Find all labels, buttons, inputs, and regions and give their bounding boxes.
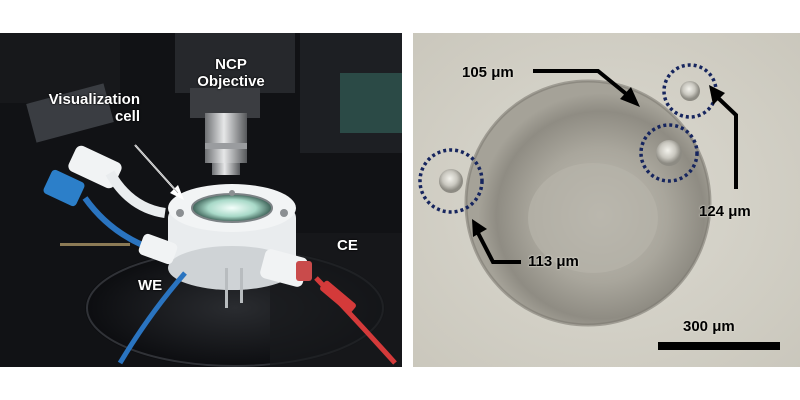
bubble-right-marker [639,123,699,183]
arrow-top [533,69,632,99]
micrograph-illustration [413,33,800,367]
bubble-top-size-label: 105 μm [462,64,514,81]
arrow-left [475,230,521,264]
ncp-objective-label: NCP Objective [190,56,272,90]
bubble-right [656,140,682,166]
ncp-objective-label-line1: NCP [215,56,247,73]
visualization-cell-label-line1: Visualization [48,91,140,108]
apparatus-photo [0,33,402,367]
bubble-right-size-label: 124 μm [699,203,751,220]
apparatus-illustration [0,33,402,367]
ncp-objective-label-line2: Objective [197,73,265,90]
visualization-cell-label-line2: cell [114,108,140,125]
bubble-left [439,169,463,193]
ce-label: CE [337,237,358,254]
micrograph [413,33,800,367]
scale-bar [658,342,780,350]
scale-bar-label: 300 μm [683,318,735,335]
visualization-cell-label: Visualization cell [4,91,140,125]
we-label: WE [138,277,163,294]
bubble-left-size-label: 113 μm [528,253,579,270]
bubble-top [680,81,700,101]
bubble-left-marker [418,148,484,214]
arrow-right [713,93,738,189]
